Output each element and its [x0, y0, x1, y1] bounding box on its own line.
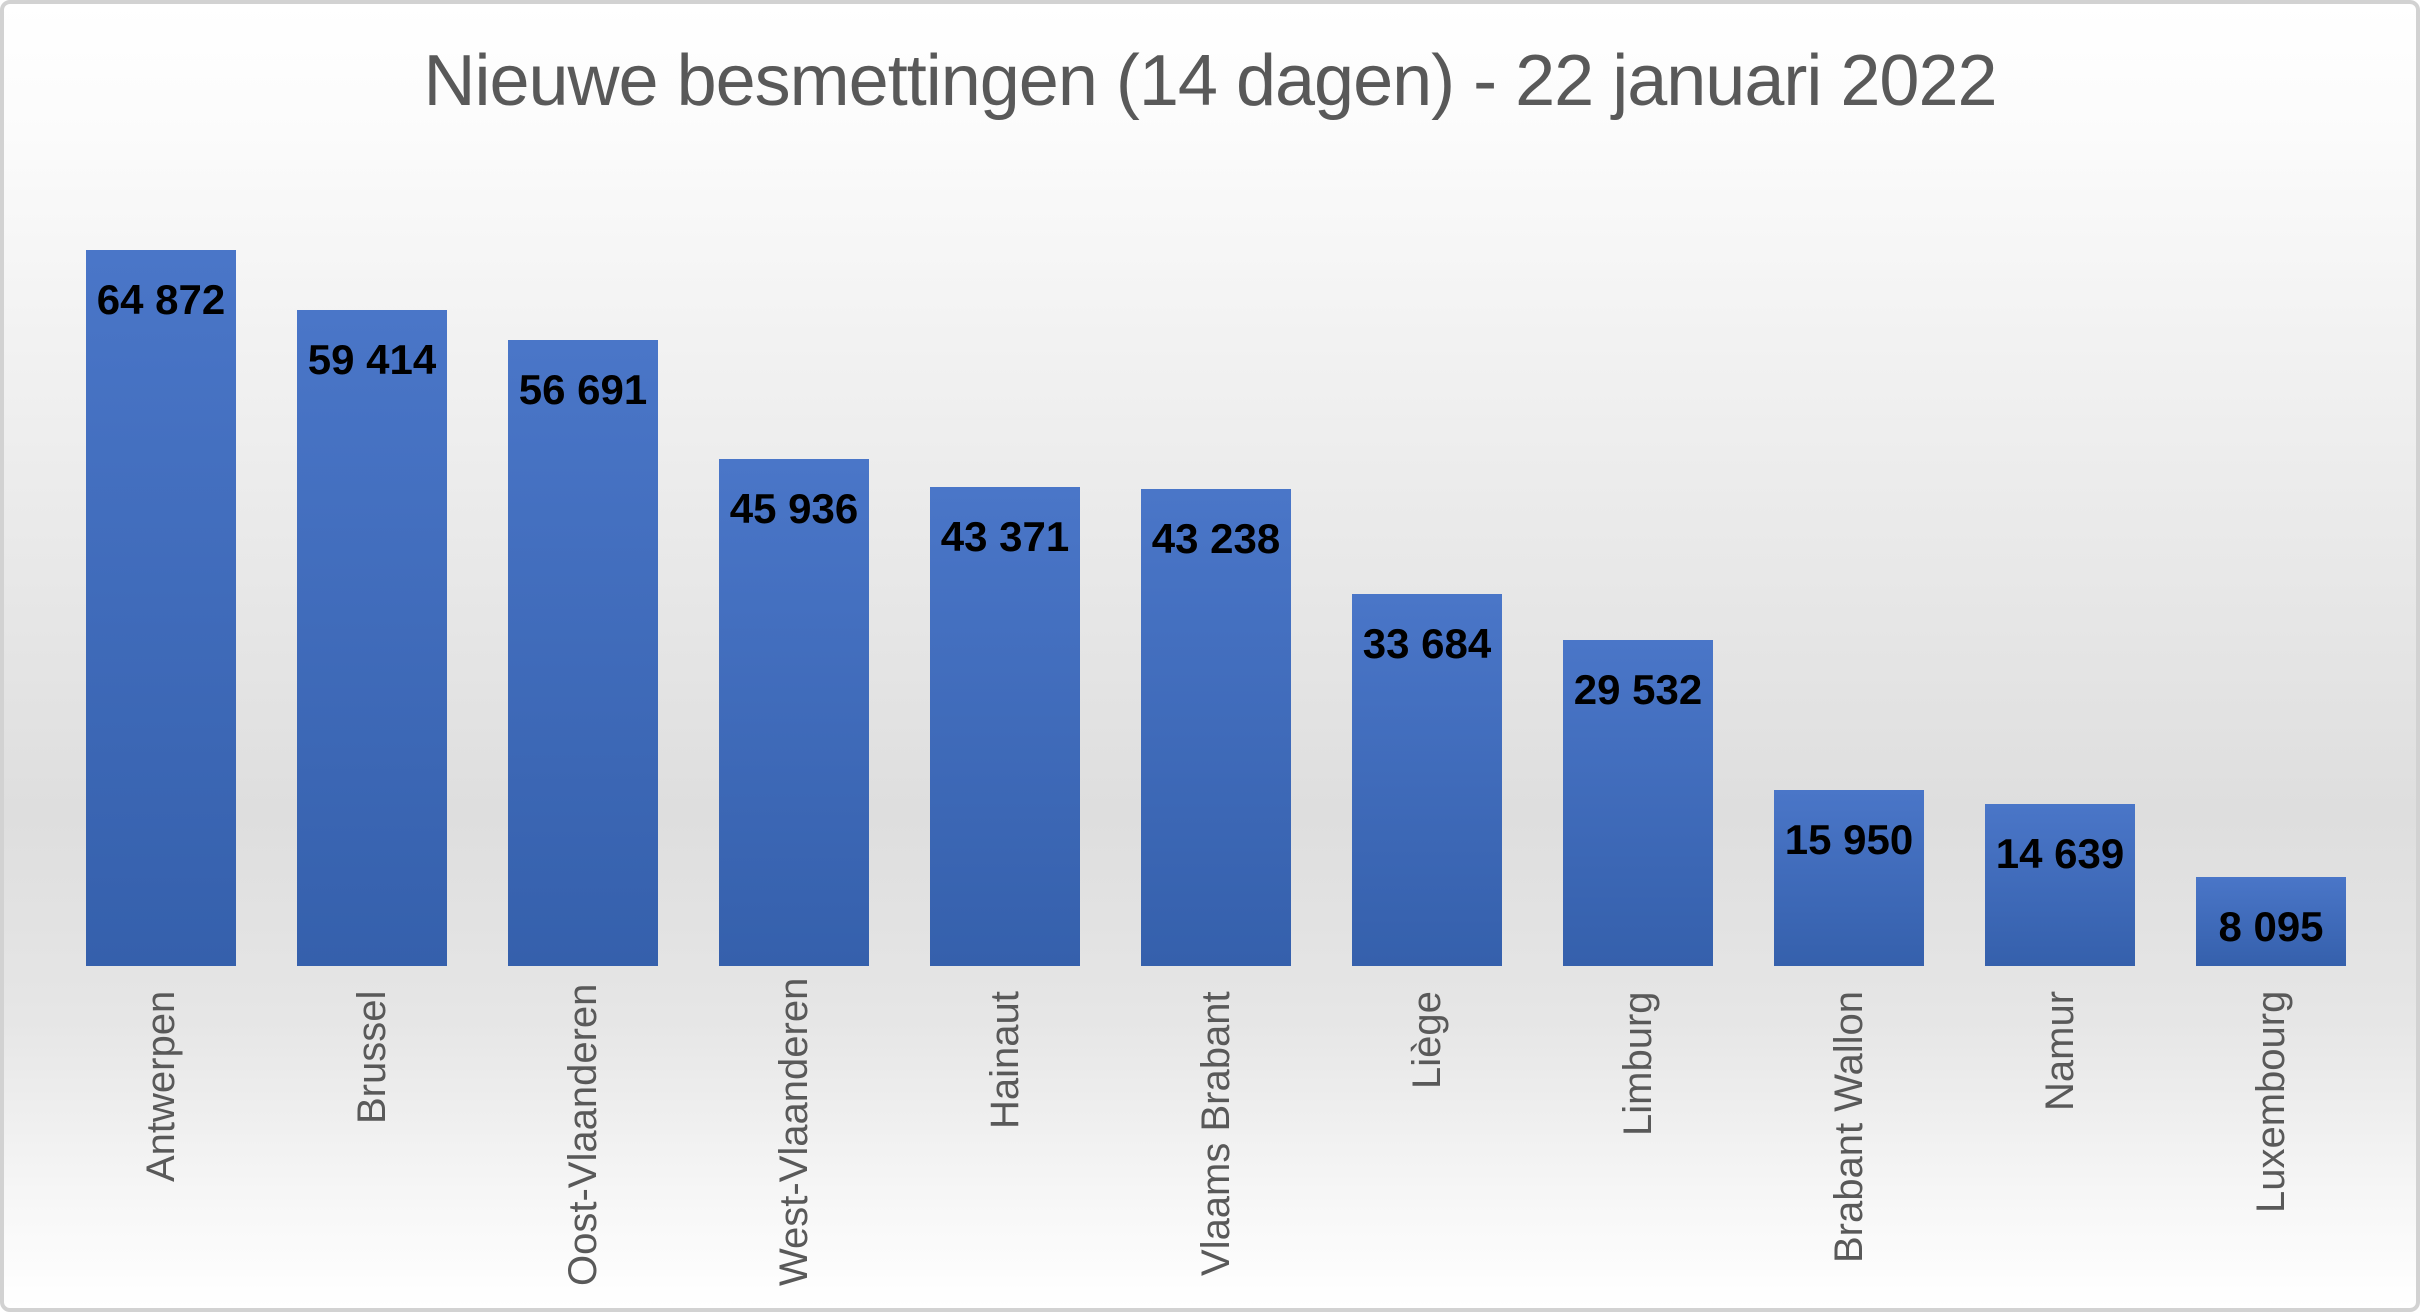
bar: 15 950 [1774, 790, 1924, 966]
x-axis-cell: Luxembourg [2196, 991, 2346, 1286]
bar: 43 238 [1141, 489, 1291, 966]
bar-value-label: 64 872 [96, 276, 226, 323]
x-axis-cell: Limburg [1563, 991, 1713, 1286]
bar: 64 872 [86, 250, 236, 966]
bar: 45 936 [719, 459, 869, 966]
x-axis-label: Oost-Vlaanderen [560, 983, 605, 1286]
bar: 29 532 [1563, 640, 1713, 966]
x-axis-label: Antwerpen [138, 991, 183, 1183]
chart-title: Nieuwe besmettingen (14 dagen) - 22 janu… [423, 41, 1997, 121]
bar-value-label: 8 095 [2218, 903, 2324, 950]
bar-value-label: 43 238 [1151, 515, 1281, 562]
x-axis-label: Hainaut [982, 991, 1027, 1129]
x-axis-label: Liège [1404, 991, 1449, 1089]
x-axis-cell: Antwerpen [86, 991, 236, 1286]
bar: 56 691 [508, 340, 658, 966]
x-axis-cell: Vlaams Brabant [1141, 991, 1291, 1286]
x-axis-label: Namur [2037, 991, 2082, 1112]
x-axis-label: West-Vlaanderen [771, 977, 816, 1286]
x-axis-cell: Hainaut [930, 991, 1080, 1286]
x-axis-label: Brussel [349, 991, 394, 1125]
bar: 8 095 [2196, 877, 2346, 966]
x-axis-cell: Oost-Vlaanderen [508, 983, 658, 1286]
x-axis-labels: Antwerpen Brussel Oost-Vlaanderen West-Vlaa… [86, 977, 2346, 1286]
x-axis-cell: West-Vlaanderen [719, 977, 869, 1286]
bar-value-label: 15 950 [1784, 816, 1914, 863]
x-axis-label: Vlaams Brabant [1193, 991, 1238, 1276]
bar-value-label: 43 371 [940, 513, 1070, 560]
bar-value-label: 45 936 [729, 485, 859, 532]
x-axis-label: Luxembourg [2248, 991, 2293, 1214]
x-axis-cell: Brussel [297, 991, 447, 1286]
bar: 43 371 [930, 487, 1080, 966]
bar-value-label: 59 414 [307, 336, 437, 383]
x-axis-cell: Namur [1985, 991, 2135, 1286]
bar-value-label: 29 532 [1573, 666, 1703, 713]
x-axis-label: Brabant Wallon [1826, 991, 1871, 1263]
bar: 59 414 [297, 310, 447, 966]
x-axis-cell: Liège [1352, 991, 1502, 1286]
bar: 33 684 [1352, 594, 1502, 966]
bar-value-label: 14 639 [1995, 830, 2125, 877]
plot-area: 64 872 59 414 56 691 45 936 43 371 43 238 33 6… [86, 4, 2346, 966]
x-axis-label: Limburg [1615, 991, 1660, 1136]
x-axis-cell: Brabant Wallon [1774, 991, 1924, 1286]
bar-value-label: 56 691 [518, 366, 648, 413]
bar: 14 639 [1985, 804, 2135, 966]
bar-value-label: 33 684 [1362, 620, 1492, 667]
